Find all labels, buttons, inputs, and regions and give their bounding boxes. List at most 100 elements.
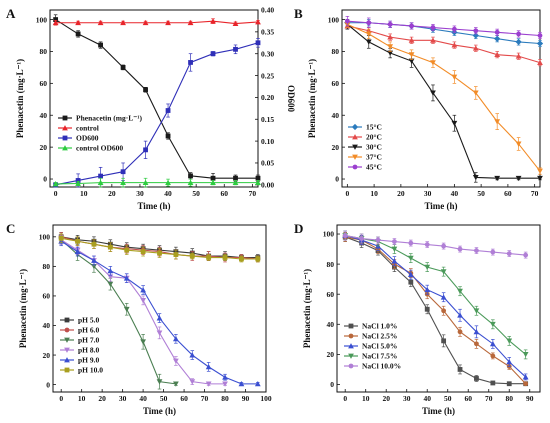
panel-d-series-2-point [523, 381, 529, 387]
panel-d-chart: 0 10 20 30 40 50 60 70 80 90 0 20 40 60 80 100 Time (h) P… [302, 224, 541, 416]
panel-b-series-5-point [516, 31, 521, 37]
panel-d-series-5-line [345, 234, 526, 256]
panel-d-x-tick-label: 70 [485, 394, 493, 403]
panel-b-series-5-point [387, 21, 393, 27]
panel-d-series-4-point [424, 264, 431, 271]
panel-c-series-4-point [140, 297, 146, 304]
panel-a-series-3 [53, 38, 261, 188]
panel-c-series-6 [58, 233, 261, 263]
panel-c-series-5-point [189, 352, 196, 358]
panel-d-series-3-point [522, 374, 529, 380]
panel-a-legend-label: control OD600 [76, 144, 123, 153]
panel-d-legend-marker [348, 353, 354, 359]
panel-a-series-1-point [165, 133, 171, 139]
panel-c-series-6-point [173, 252, 179, 257]
panel-a-series-1-point [255, 175, 261, 181]
panel-d-series-5-point [490, 249, 496, 255]
panel-d-legend-label: NaCl 2.5% [362, 332, 397, 341]
panel-d-series-2-point [441, 308, 447, 314]
panel-a-chart: 0 10 20 30 40 50 60 70 0 20 40 60 80 100 0.00 0.05 0.10 0… [15, 6, 296, 211]
panel-b-legend-label: 45°C [366, 163, 382, 172]
panel-b-series-5-point [344, 18, 350, 24]
panel-a-series-1-point [98, 42, 103, 48]
panel-d-series-2-point [490, 353, 496, 359]
panel-a-y2-tick-label: 0.00 [261, 181, 274, 190]
panel-d-series-4-point [473, 308, 480, 314]
panel-d-series-4-point [407, 255, 414, 261]
panel-c-series-5-point [107, 267, 114, 274]
panel-b-series-5-point [537, 33, 543, 38]
panel-d-legend-label: NaCl 7.5% [362, 352, 397, 361]
panel-b-series-2-point [537, 59, 543, 66]
panel-d-series-1-point [490, 380, 496, 386]
panel-d-series-3-point [457, 312, 463, 318]
panel-a-series-4 [52, 177, 261, 188]
panel-d-y-tick-label: 60 [327, 290, 335, 299]
panel-a-legend-marker [62, 135, 68, 141]
panel-a-y2-tick-label: 0.40 [261, 6, 274, 15]
panel-d-series-1-point [441, 338, 447, 344]
panel-a-y2-tick-label: 0.20 [261, 93, 274, 102]
panel-a-series-2 [52, 18, 261, 26]
panel-c-series-6-point [140, 249, 146, 255]
panel-b-series-4 [344, 20, 543, 175]
panel-c-x-tick-label: 40 [139, 394, 147, 403]
panel-c-series-5-point [254, 380, 261, 387]
panel-c-legend-label: pH 8.0 [78, 346, 100, 355]
panel-a-y2-tick-label: 0.35 [261, 28, 274, 37]
panel-d-series-5-point [474, 248, 479, 253]
panel-b-series-5-point [366, 20, 372, 26]
panel-a-x-tick-label: 50 [192, 189, 200, 198]
panel-c-x-axis-title: Time (h) [143, 406, 176, 416]
panel-a-series-2-point [210, 18, 216, 24]
panel-d-x-tick-label: 80 [505, 394, 513, 403]
panel-d-x-tick-label: 60 [464, 394, 472, 403]
panel-a-y2-axis-title: OD600 [286, 85, 296, 113]
panel-c-legend-marker [64, 347, 70, 353]
panel-a-y2-tick-label: 0.15 [261, 115, 274, 124]
panel-c-series-5-point [91, 257, 97, 263]
panel-c-x-tick-label: 90 [242, 394, 250, 403]
panel-c-series-6-point [124, 247, 130, 253]
panel-d-series-1-point [474, 376, 479, 381]
panel-c-series-6-point [222, 255, 228, 260]
panel-a-series-2-point [165, 19, 171, 26]
panel-c-series-3-point [156, 379, 163, 385]
panel-d-series-5-point [392, 239, 397, 244]
panel-b-y-tick-label: 40 [332, 111, 340, 120]
panel-a-y2-tick-label: 0.25 [261, 71, 274, 80]
panel-a-legend-marker [62, 115, 68, 121]
panel-a-y2-tick-label: 0.10 [261, 137, 274, 146]
panel-c-x-tick-label: 0 [59, 394, 63, 403]
panel-b-series-4-point [472, 90, 479, 96]
panel-d-series-1-point [506, 381, 512, 387]
panel-d-series-2-point [474, 341, 479, 347]
panel-b-series-2-point [451, 42, 458, 48]
panel-c-series-3-line [60, 239, 176, 385]
panel-a-y-axis-title: Phenacetin (mg·L⁻¹) [15, 59, 25, 138]
panel-d-series-5-point [375, 237, 381, 243]
panel-d-series-4-point [457, 288, 463, 295]
panel-a-series-4-point [97, 179, 104, 186]
panel-a-series-1 [53, 14, 261, 184]
panel-d-legend-label: NaCl 5.0% [362, 342, 397, 351]
panel-tag-c: C [6, 221, 15, 236]
panel-b-series-3-line [347, 23, 540, 179]
panel-a-series-3-point [210, 51, 216, 57]
panel-c-x-tick-label: 80 [221, 394, 229, 403]
panel-d-series-5-point [342, 233, 348, 238]
panel-b-series-3-point [387, 50, 394, 56]
panel-b-series-4-line [347, 23, 541, 172]
panel-b-x-tick-label: 60 [504, 189, 512, 198]
panel-a-x-axis-title: Time (h) [137, 201, 170, 211]
panel-c-series-5-point [156, 315, 163, 321]
panel-b-x-axis-title: Time (h) [424, 201, 457, 211]
panel-a-series-2-point [120, 19, 126, 26]
panel-b-series-2-point [494, 51, 501, 58]
panel-c-series-5-point [222, 374, 228, 380]
panel-b-series-3-point [408, 58, 415, 64]
panel-b-x-tick-label: 70 [531, 189, 539, 198]
panel-b-legend-label: 30°C [366, 143, 382, 152]
panel-a-series-2-line [55, 20, 259, 25]
